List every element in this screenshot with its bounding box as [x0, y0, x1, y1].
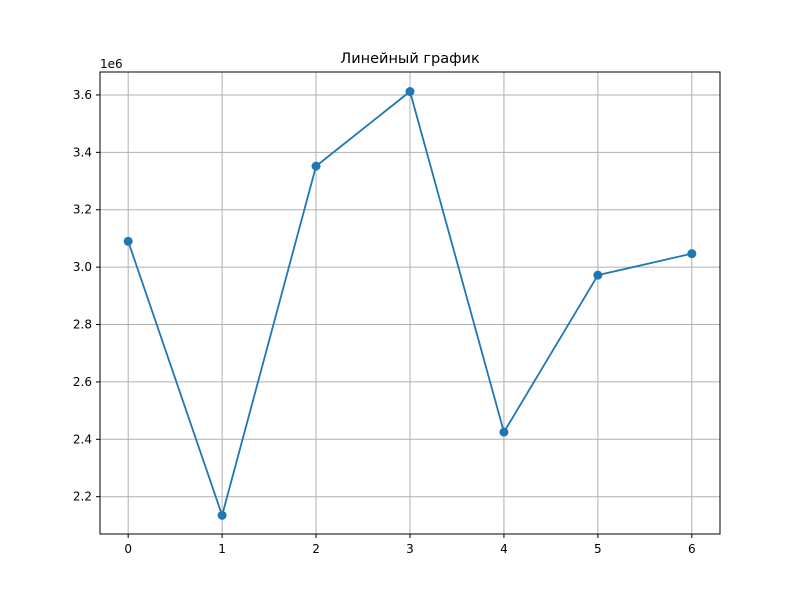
y-tick-label: 3.4 — [73, 145, 92, 159]
y-tick-label: 2.6 — [73, 375, 92, 389]
y-axis-offset-label: 1e6 — [100, 57, 123, 71]
x-tick-label: 1 — [218, 542, 226, 556]
x-tick-label: 0 — [124, 542, 132, 556]
series-markers — [123, 87, 697, 520]
x-tick-label: 2 — [312, 542, 320, 556]
y-tick-label: 3.6 — [73, 88, 92, 102]
data-point-marker — [593, 270, 603, 280]
data-point-marker — [499, 427, 509, 437]
x-tick-label: 3 — [406, 542, 414, 556]
y-tick-label: 2.2 — [73, 490, 92, 504]
y-tick-label: 2.8 — [73, 318, 92, 332]
axis-ticks: 0 1 2 3 4 5 6 2.2 2.4 2.6 2.8 3.0 3.2 3.4 3.6 — [73, 88, 696, 556]
x-tick-label: 6 — [688, 542, 696, 556]
x-tick-label: 4 — [500, 542, 508, 556]
y-tick-label: 2.4 — [73, 432, 92, 446]
data-point-marker — [311, 161, 321, 171]
grid-lines — [100, 72, 720, 534]
x-tick-label: 5 — [594, 542, 602, 556]
data-point-marker — [687, 249, 697, 259]
axes-frame — [99, 71, 721, 535]
y-tick-label: 3.0 — [73, 260, 92, 274]
chart-title: Линейный график — [340, 51, 480, 67]
data-point-marker — [123, 236, 133, 246]
y-tick-label: 3.2 — [73, 203, 92, 217]
data-point-marker — [405, 87, 415, 97]
data-point-marker — [217, 510, 227, 520]
